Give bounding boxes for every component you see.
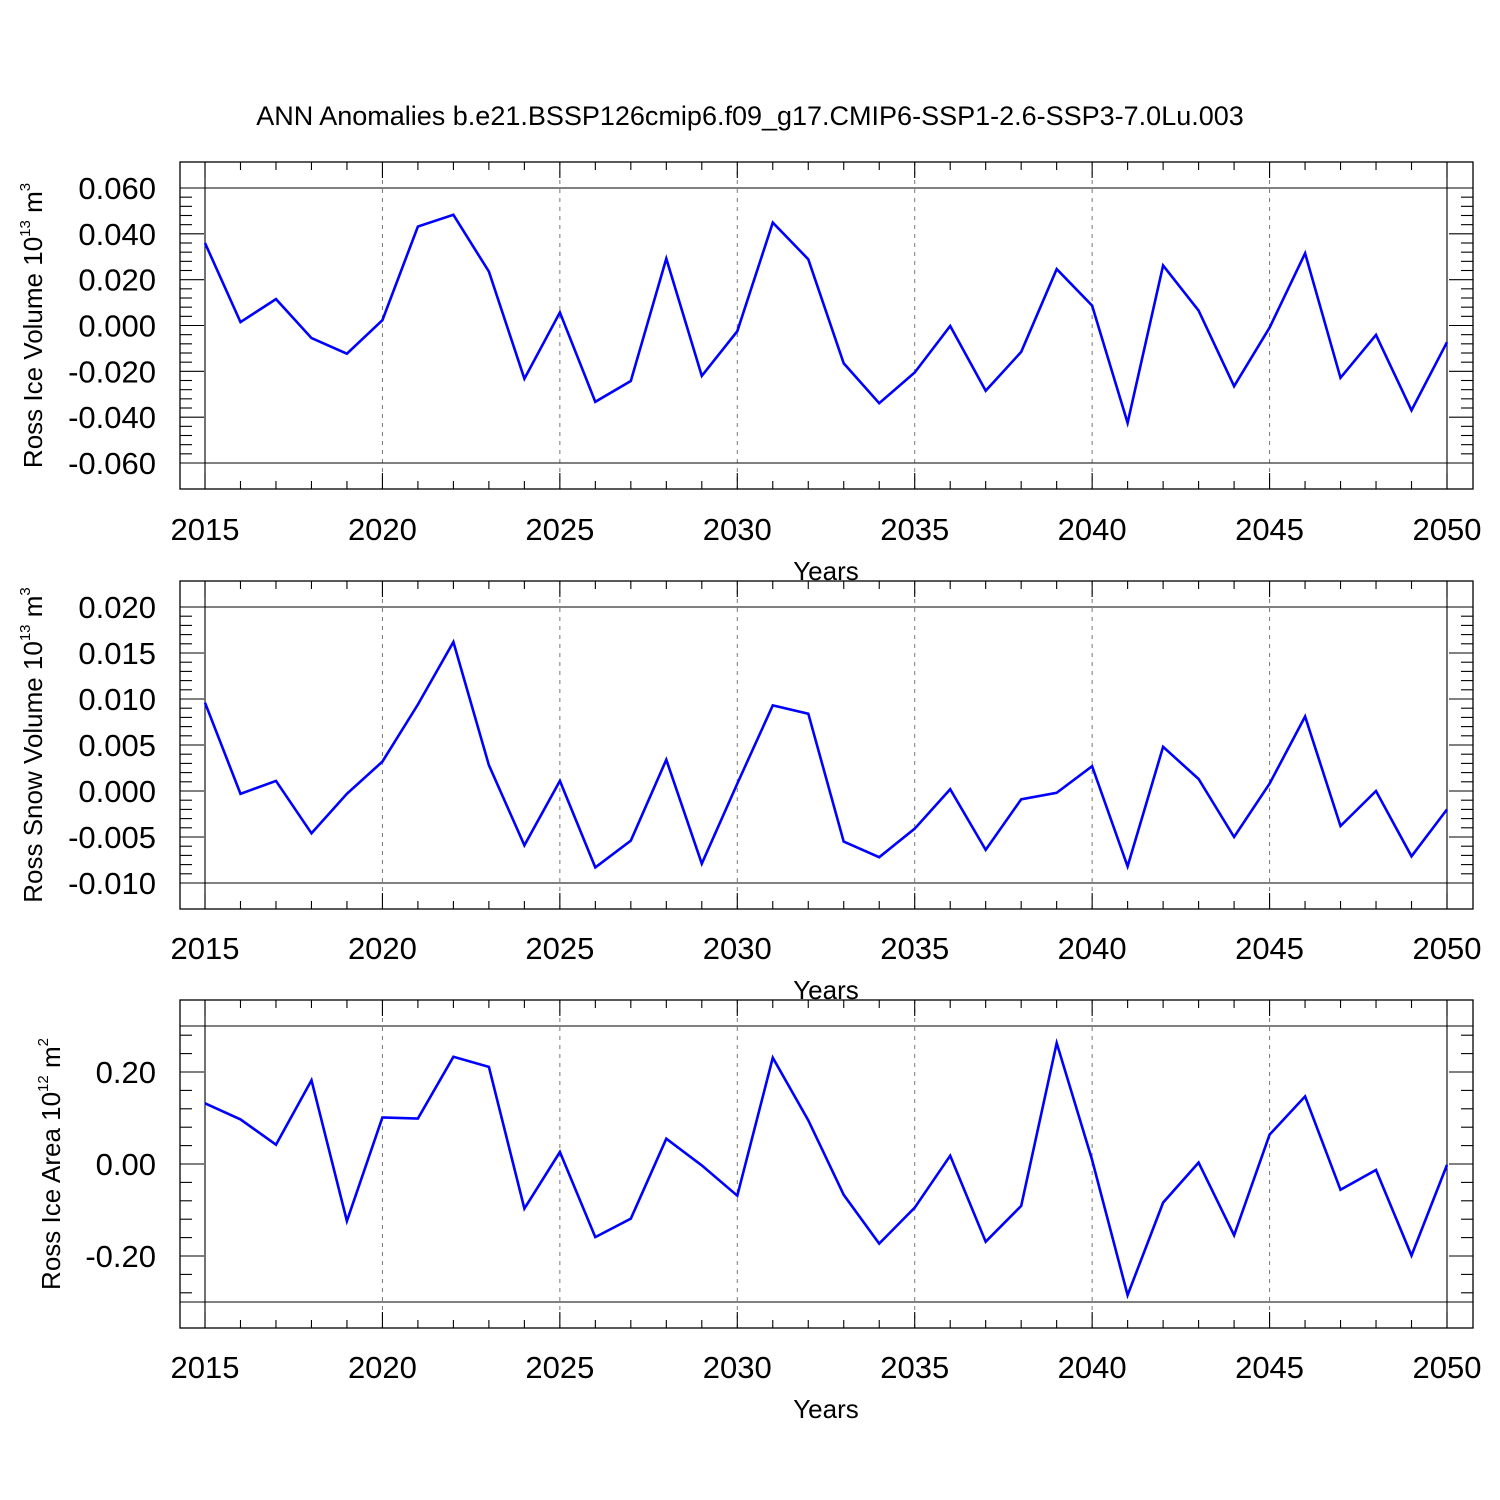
y-tick-label: 0.000 — [78, 309, 156, 344]
y-tick-label: -0.010 — [68, 866, 156, 901]
axis-ticks — [180, 581, 1473, 909]
y-tick-label: 0.040 — [78, 217, 156, 252]
x-tick-label: 2050 — [1413, 512, 1482, 547]
y-tick-label: 0.00 — [96, 1147, 156, 1182]
axis-ticks — [180, 1000, 1473, 1328]
x-tick-label: 2040 — [1058, 931, 1127, 966]
x-tick-label: 2050 — [1413, 1350, 1482, 1385]
x-tick-label: 2035 — [880, 512, 949, 547]
y-axis-title-exponent: 13 — [17, 220, 34, 237]
x-tick-label: 2050 — [1413, 931, 1482, 966]
y-axis-title: Ross Ice Volume 1013 m3 — [17, 183, 48, 468]
y-axis-title: Ross Snow Volume 1013 m3 — [17, 587, 48, 903]
y-axis-title-unit-exponent: 3 — [17, 587, 34, 595]
axis-ticks — [180, 162, 1473, 489]
page-title: ANN Anomalies b.e21.BSSP126cmip6.f09_g17… — [256, 101, 1244, 131]
x-tick-label: 2030 — [703, 1350, 772, 1385]
x-tick-labels: 2015 2020 2025 2030 2035 2040 2045 2050 — [171, 1350, 1482, 1385]
panel-ice-volume: -0.060 -0.040 -0.020 0.000 0.020 0.040 0.060 2… — [17, 161, 1482, 586]
y-axis-title-unit-exponent: 2 — [35, 1038, 52, 1046]
plot-frame — [179, 161, 1474, 490]
x-tick-labels: 2015 2020 2025 2030 2035 2040 2045 2050 — [171, 931, 1482, 966]
x-tick-label: 2040 — [1058, 1350, 1127, 1385]
y-tick-label: -0.005 — [68, 820, 156, 855]
x-tick-label: 2015 — [171, 512, 240, 547]
x-tick-label: 2015 — [171, 931, 240, 966]
x-tick-label: 2035 — [880, 1350, 949, 1385]
y-axis-title-main: Ross Snow Volume 10 — [18, 641, 48, 903]
series-line — [203, 213, 1449, 428]
x-tick-label: 2045 — [1235, 931, 1304, 966]
y-tick-label: -0.20 — [85, 1239, 156, 1274]
x-tick-label: 2030 — [703, 931, 772, 966]
series-line — [204, 1037, 1449, 1300]
y-tick-labels: -0.010 -0.005 0.000 0.005 0.010 0.015 0.020 — [68, 590, 156, 901]
y-tick-label: 0.015 — [78, 636, 156, 671]
x-tick-label: 2020 — [348, 931, 417, 966]
plot-frame — [179, 999, 1474, 1329]
panel-ice-area: -0.200.000.20 2015 2020 2025 2030 2035 2040 20… — [35, 999, 1482, 1424]
x-tick-label: 2025 — [525, 512, 594, 547]
series-line — [203, 638, 1449, 871]
y-tick-label: 0.005 — [78, 728, 156, 763]
y-tick-label: 0.010 — [78, 682, 156, 717]
y-axis-title-unit-exponent: 3 — [17, 183, 34, 191]
x-tick-label: 2040 — [1058, 512, 1127, 547]
y-axis-title-exponent: 13 — [17, 624, 34, 641]
y-axis-title-main: Ross Ice Area 10 — [36, 1092, 66, 1290]
y-tick-label: -0.020 — [68, 354, 156, 389]
y-tick-labels: -0.060 -0.040 -0.020 0.000 0.020 0.040 0.060 — [68, 171, 156, 481]
x-tick-label: 2030 — [703, 512, 772, 547]
x-tick-label: 2045 — [1235, 512, 1304, 547]
y-axis-title-unit: m — [36, 1046, 66, 1075]
y-axis-title-exponent: 12 — [35, 1075, 52, 1092]
x-tick-label: 2015 — [171, 1350, 240, 1385]
x-tick-labels: 2015 2020 2025 2030 2035 2040 2045 2050 — [171, 512, 1482, 547]
y-tick-label: 0.000 — [78, 774, 156, 809]
y-tick-label: -0.040 — [68, 400, 156, 435]
x-tick-label: 2035 — [880, 931, 949, 966]
y-tick-labels: -0.20 0.00 0.20 — [85, 1055, 156, 1274]
grid-lines — [381, 581, 1271, 909]
x-tick-label: 2020 — [348, 1350, 417, 1385]
y-tick-label: -0.060 — [68, 446, 156, 481]
y-tick-label: 0.060 — [78, 171, 156, 206]
y-axis-title: Ross Ice Area 1012 m2 — [35, 1038, 66, 1290]
x-tick-label: 2025 — [525, 931, 594, 966]
y-tick-label: 0.20 — [96, 1055, 156, 1090]
x-tick-label: 2025 — [525, 1350, 594, 1385]
y-axis-title-main: Ross Ice Volume 10 — [18, 237, 48, 468]
panel-snow-volume: -0.010 -0.005 0.000 0.005 0.010 0.015 0.020 20… — [17, 580, 1482, 1005]
y-tick-label: 0.020 — [78, 263, 156, 298]
x-axis-title: Years — [793, 1394, 859, 1424]
x-tick-label: 2020 — [348, 512, 417, 547]
plot-frame — [179, 580, 1474, 910]
y-axis-title-unit: m — [18, 596, 48, 625]
y-tick-label: 0.020 — [78, 590, 156, 625]
y-axis-title-unit: m — [18, 191, 48, 220]
x-tick-label: 2045 — [1235, 1350, 1304, 1385]
